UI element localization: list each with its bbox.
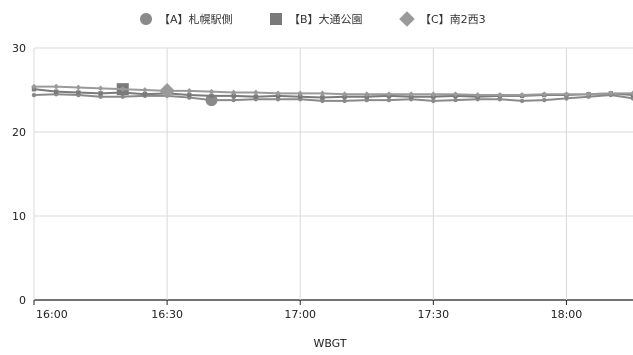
data-point: [98, 91, 103, 96]
data-point: [630, 96, 633, 101]
x-axis-tick-labels: 16:00 16:30 17:00 17:30 18:00: [36, 308, 582, 321]
series-diamond: [31, 83, 633, 99]
legend-marker-diamond: [399, 11, 415, 27]
x-tick-label: 18:00: [551, 308, 583, 321]
legend-item: 【B】大通公園: [270, 12, 363, 26]
legend-label: 【A】札幌駅側: [159, 12, 233, 26]
x-tick-label: 16:00: [36, 308, 68, 321]
data-point: [319, 90, 326, 97]
y-tick-label: 20: [12, 126, 26, 139]
data-point: [563, 91, 570, 98]
data-point: [231, 93, 236, 99]
data-point: [497, 92, 503, 98]
data-point: [408, 91, 415, 98]
data-point: [297, 90, 304, 97]
data-point: [76, 90, 81, 95]
data-point: [342, 98, 347, 104]
data-point: [519, 92, 525, 98]
data-point: [497, 97, 503, 102]
data-point: [519, 98, 525, 104]
y-tick-label: 30: [12, 42, 26, 55]
legend-marker-circle: [140, 13, 152, 25]
data-point: [431, 98, 436, 104]
x-tick-label: 17:00: [284, 308, 316, 321]
series-circle: [31, 92, 633, 107]
data-point: [564, 96, 569, 101]
data-point: [275, 97, 281, 102]
highlight-point: [159, 83, 175, 99]
data-point: [320, 95, 325, 100]
x-tick-label: 17:30: [417, 308, 449, 321]
data-point: [208, 88, 215, 95]
y-axis-tick-labels: 0 10 20 30: [12, 42, 26, 307]
data-point: [386, 97, 392, 103]
data-point: [452, 91, 459, 98]
data-point: [31, 83, 37, 90]
x-tick-label: 16:30: [151, 308, 183, 321]
data-point: [120, 94, 125, 99]
data-point: [142, 92, 148, 97]
data-point: [53, 89, 59, 94]
data-point: [231, 97, 236, 103]
data-point: [320, 98, 325, 104]
series-line: [34, 85, 633, 97]
data-point: [97, 85, 104, 92]
data-point: [142, 87, 148, 93]
legend-label: 【C】南2西3: [420, 13, 486, 26]
data-point: [298, 94, 303, 99]
data-point: [275, 90, 281, 97]
legend-marker-square: [270, 13, 282, 25]
data-point: [209, 93, 214, 99]
data-point: [430, 91, 437, 98]
data-point: [541, 91, 548, 98]
y-tick-label: 0: [19, 294, 26, 307]
data-point: [607, 90, 614, 97]
data-point: [252, 89, 259, 96]
data-point: [186, 87, 193, 94]
data-point: [585, 91, 592, 98]
chart-gridlines: [33, 47, 633, 305]
data-point: [187, 92, 192, 98]
data-point: [364, 97, 369, 103]
data-point: [75, 84, 82, 91]
data-point: [341, 91, 348, 98]
data-point: [31, 92, 37, 98]
chart-series-layer: [31, 83, 633, 107]
y-tick-label: 10: [12, 210, 26, 223]
x-axis-title: WBGT: [313, 337, 346, 350]
data-point: [453, 97, 458, 103]
data-point: [474, 92, 481, 98]
legend-item: 【A】札幌駅側: [140, 12, 233, 26]
data-point: [230, 89, 237, 96]
data-point: [98, 94, 103, 99]
legend-label: 【B】大通公園: [289, 12, 363, 26]
series-line: [33, 93, 633, 102]
data-point: [386, 91, 392, 98]
data-point: [53, 83, 60, 90]
data-point: [119, 86, 126, 93]
data-point: [542, 97, 547, 103]
data-point: [253, 94, 259, 99]
chart-legend: 【A】札幌駅側 【B】大通公園 【C】南2西3: [140, 11, 486, 27]
highlight-point: [205, 94, 218, 107]
legend-item: 【C】南2西3: [399, 11, 486, 27]
data-point: [363, 91, 370, 98]
data-point: [630, 90, 633, 97]
